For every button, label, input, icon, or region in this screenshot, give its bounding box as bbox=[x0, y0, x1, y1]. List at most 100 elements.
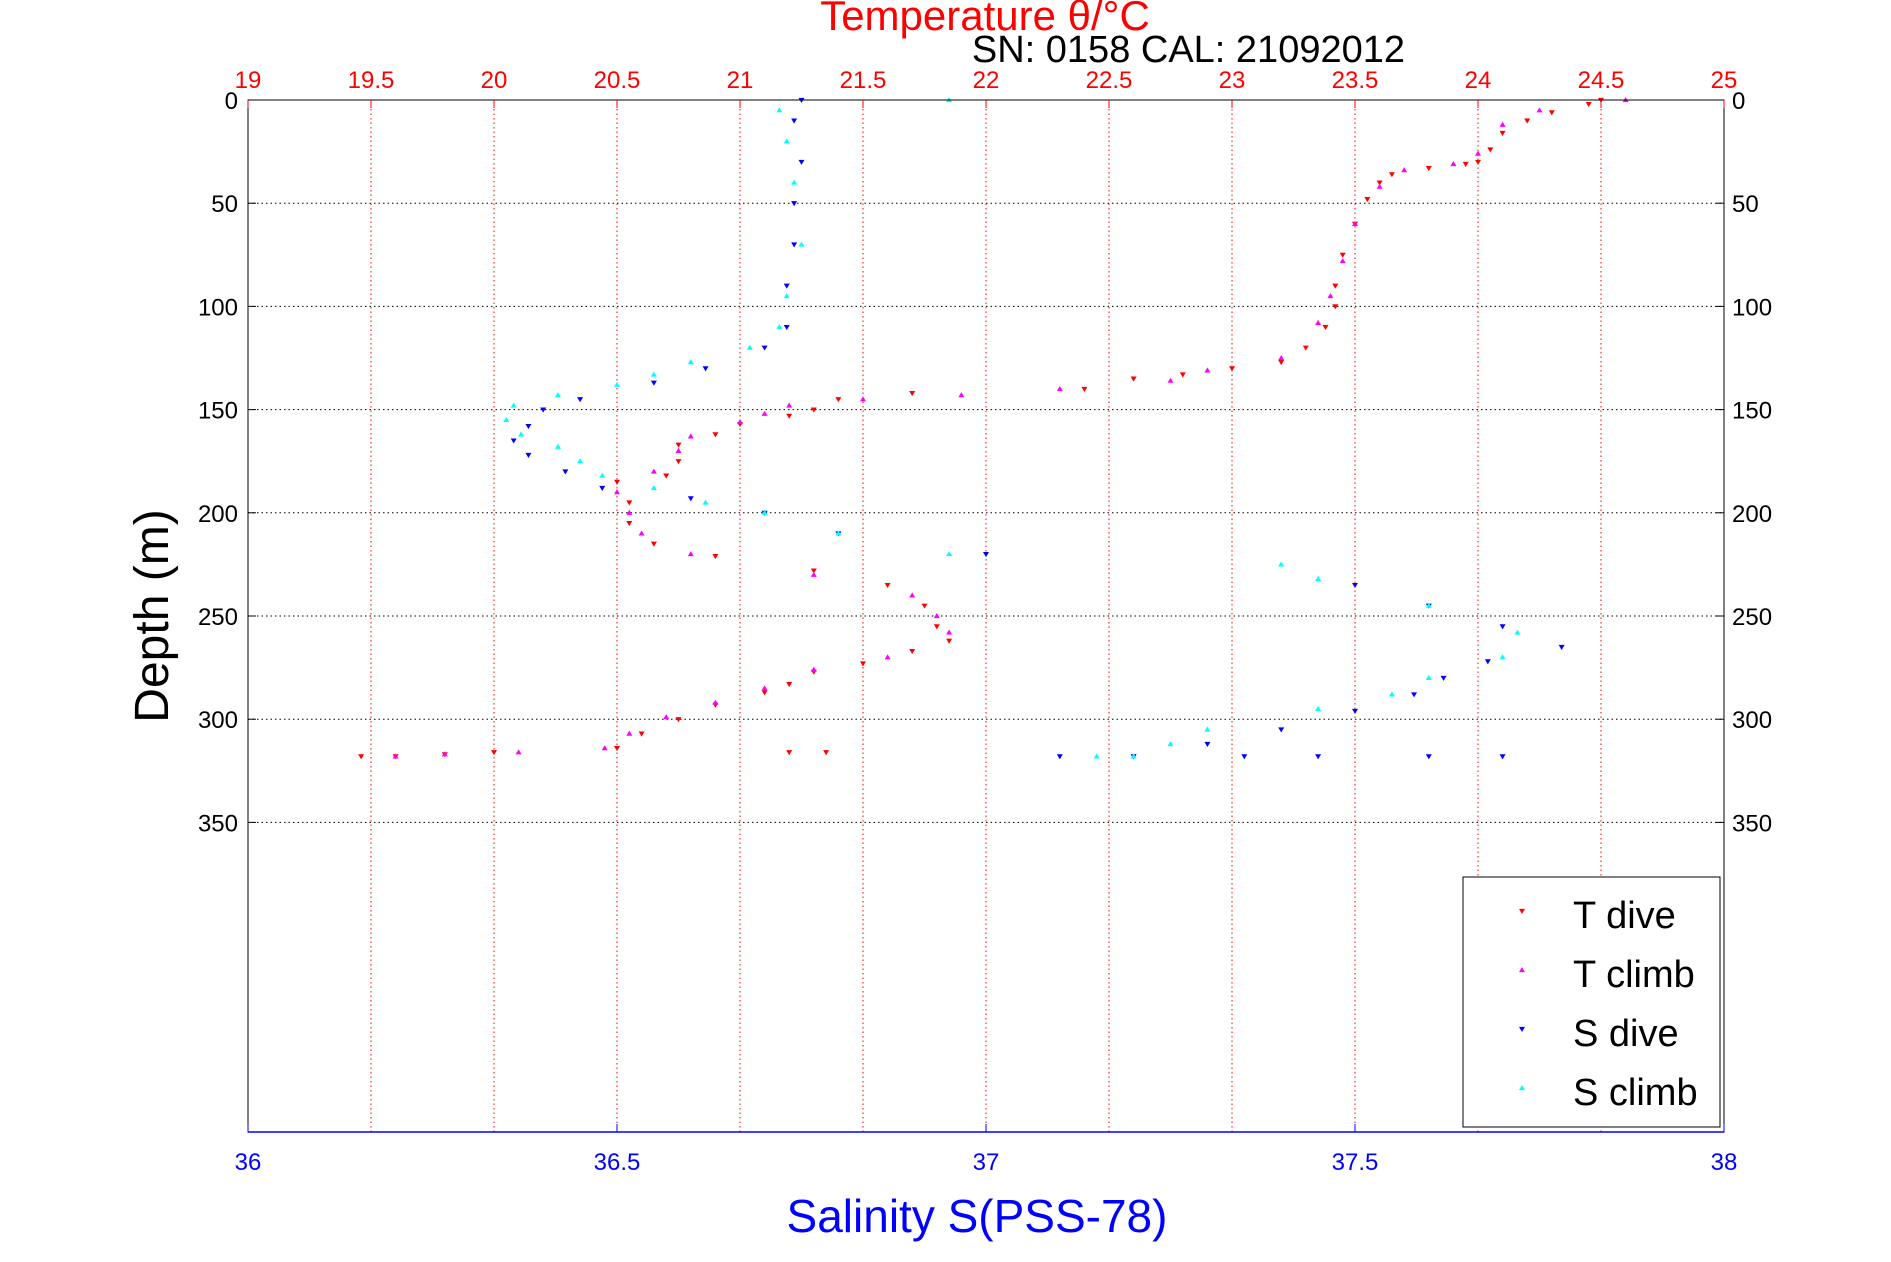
depth-tick-label: 350 bbox=[198, 810, 238, 837]
s-climb-point bbox=[946, 551, 953, 557]
s-dive-point bbox=[1484, 659, 1491, 665]
t-dive-point bbox=[1332, 283, 1339, 289]
s-climb-point bbox=[554, 392, 561, 398]
t-climb-point bbox=[946, 629, 953, 635]
t-climb-point bbox=[650, 468, 657, 474]
s-dive-point bbox=[1352, 708, 1358, 714]
t-climb-point bbox=[1499, 121, 1506, 127]
s-climb-point bbox=[783, 138, 790, 144]
s-climb-point bbox=[577, 458, 584, 464]
y-axis-label: Depth (m) bbox=[126, 509, 179, 722]
s-climb-point bbox=[1130, 753, 1137, 759]
t-dive-point bbox=[909, 390, 916, 397]
s-dive-point bbox=[599, 485, 606, 492]
t-dive-point bbox=[626, 500, 633, 506]
t-dive-point bbox=[786, 682, 793, 688]
legend-label-s-climb: S climb bbox=[1573, 1072, 1698, 1114]
s-climb-point bbox=[798, 241, 805, 247]
temperature-tick-label: 25 bbox=[1711, 67, 1738, 94]
t-climb-point bbox=[675, 447, 682, 453]
s-dive-point bbox=[791, 201, 798, 207]
t-climb-point bbox=[663, 714, 670, 720]
salinity-tick-label: 36.5 bbox=[594, 1149, 641, 1176]
t-dive-point bbox=[1278, 360, 1285, 366]
t-climb-point bbox=[601, 745, 608, 751]
t-climb-point bbox=[687, 433, 694, 439]
t-climb-point bbox=[958, 392, 965, 398]
t-dive-point bbox=[810, 407, 817, 413]
salinity-tick-label: 38 bbox=[1711, 1149, 1738, 1176]
t-dive-point bbox=[675, 459, 682, 465]
chart-subtitle: SN: 0158 CAL: 21092012 bbox=[972, 29, 1405, 71]
t-climb-point bbox=[1401, 167, 1408, 173]
s-climb-point bbox=[518, 431, 525, 437]
s-climb-point bbox=[1315, 705, 1322, 711]
t-dive-point bbox=[1179, 372, 1186, 378]
t-climb-point bbox=[810, 666, 817, 672]
s-dive-point bbox=[1315, 754, 1322, 760]
temperature-tick-label: 20 bbox=[481, 67, 508, 94]
t-climb-point bbox=[810, 571, 817, 577]
t-climb-point bbox=[1056, 385, 1063, 392]
s-climb-point bbox=[1425, 602, 1432, 608]
t-dive-point bbox=[614, 479, 620, 485]
t-dive-point bbox=[1130, 376, 1137, 382]
s-dive-point bbox=[1352, 582, 1358, 589]
t-climb-point bbox=[737, 418, 743, 425]
t-dive-point bbox=[1322, 324, 1329, 331]
depth-tick-label: 200 bbox=[198, 501, 238, 528]
t-climb-point bbox=[1278, 355, 1285, 361]
temperature-tick-label: 20.5 bbox=[594, 67, 641, 94]
s-climb-point bbox=[783, 293, 790, 299]
t-climb-point bbox=[1167, 377, 1174, 383]
t-dive-point bbox=[638, 731, 645, 737]
s-climb-point bbox=[1315, 575, 1322, 581]
depth-tick-label: 300 bbox=[198, 707, 238, 734]
t-climb-point bbox=[761, 410, 768, 416]
t-dive-point bbox=[823, 750, 830, 756]
t-climb-point bbox=[626, 730, 633, 736]
t-dive-point bbox=[1475, 159, 1481, 165]
t-climb-point bbox=[1475, 150, 1481, 156]
chart-title: Temperature θ/°C bbox=[820, 0, 1150, 39]
s-climb-point bbox=[761, 509, 768, 515]
t-climb-point bbox=[761, 685, 768, 691]
s-dive-point bbox=[1425, 754, 1432, 760]
t-dive-point bbox=[712, 432, 719, 438]
t-dive-point bbox=[1339, 252, 1346, 258]
depth-tick-label: 250 bbox=[1732, 604, 1772, 631]
s-climb-point bbox=[1204, 726, 1211, 732]
t-climb-point bbox=[687, 551, 694, 557]
s-dive-point bbox=[525, 424, 532, 430]
t-dive-point bbox=[626, 521, 633, 527]
temperature-tick-label: 22.5 bbox=[1086, 67, 1133, 94]
t-dive-point bbox=[650, 541, 657, 547]
t-dive-point bbox=[933, 624, 940, 630]
depth-tick-label: 100 bbox=[1732, 294, 1772, 321]
t-dive-point bbox=[810, 568, 817, 574]
t-dive-point bbox=[909, 648, 916, 655]
s-climb-point bbox=[1425, 674, 1432, 681]
t-dive-point bbox=[1548, 110, 1555, 116]
t-dive-point bbox=[921, 603, 928, 609]
t-dive-point bbox=[835, 397, 842, 403]
s-dive-point bbox=[798, 159, 805, 165]
t-dive-point bbox=[1332, 304, 1339, 310]
t-climb-point bbox=[441, 751, 448, 757]
t-dive-point bbox=[1388, 172, 1395, 178]
s-dive-point bbox=[1558, 644, 1565, 650]
s-climb-point bbox=[599, 472, 606, 478]
t-climb-point bbox=[638, 530, 645, 536]
legend-marker-t-climb bbox=[1519, 967, 1525, 973]
depth-tick-label: 0 bbox=[1732, 88, 1745, 115]
depth-tick-label: 50 bbox=[1732, 191, 1759, 218]
temperature-tick-label: 19.5 bbox=[348, 67, 395, 94]
t-climb-point bbox=[1376, 183, 1383, 189]
t-dive-point bbox=[491, 750, 497, 756]
s-dive-point bbox=[791, 242, 798, 248]
temperature-tick-label: 21 bbox=[727, 67, 754, 94]
t-dive-point bbox=[675, 442, 682, 448]
t-climb-point bbox=[909, 592, 916, 598]
depth-tick-label: 150 bbox=[198, 398, 238, 425]
s-dive-point bbox=[687, 496, 694, 502]
